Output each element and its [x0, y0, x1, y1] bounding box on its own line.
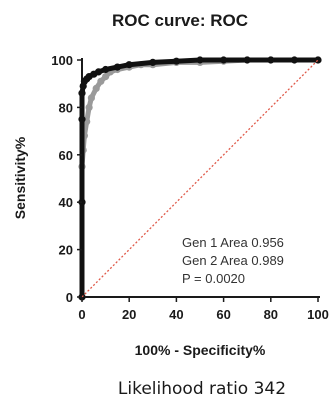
- x-tick-label: 40: [169, 307, 183, 322]
- data-point-gen-2: [220, 56, 228, 64]
- data-point-gen-1: [92, 84, 100, 92]
- data-point-gen-1: [85, 103, 93, 111]
- y-axis-label: Sensitivity%: [12, 136, 28, 219]
- y-tick-label: 100: [51, 53, 73, 68]
- y-tick-label: 40: [59, 195, 73, 210]
- data-point-gen-2: [267, 56, 275, 64]
- data-point-gen-1: [102, 73, 110, 81]
- chart-title: ROC curve: ROC: [112, 11, 248, 30]
- annotation-gen1-area: Gen 1 Area 0.956: [182, 235, 284, 250]
- plot-area: [78, 56, 322, 301]
- annotation-gen2-area: Gen 2 Area 0.989: [182, 253, 284, 268]
- data-point-gen-2: [172, 57, 180, 65]
- tick-labels: 0 20 40 60 80 100 0 20 40 60 80 100: [51, 53, 329, 322]
- data-point-gen-2: [149, 58, 157, 66]
- y-tick-label: 60: [59, 148, 73, 163]
- likelihood-ratio-caption: Likelihood ratio 342: [118, 379, 286, 399]
- x-tick-label: 80: [264, 307, 278, 322]
- x-tick-label: 100: [307, 307, 329, 322]
- data-point-gen-2: [196, 56, 204, 64]
- y-tick-label: 80: [59, 100, 73, 115]
- data-point-gen-2: [113, 63, 121, 71]
- x-tick-label: 60: [216, 307, 230, 322]
- annotation-p-value: P = 0.0020: [182, 271, 245, 286]
- data-point-gen-1: [87, 94, 95, 102]
- data-point-gen-2: [243, 56, 251, 64]
- y-tick-label: 20: [59, 243, 73, 258]
- data-point-gen-2: [290, 56, 298, 64]
- x-tick-label: 0: [78, 307, 85, 322]
- data-point-gen-2: [78, 115, 86, 123]
- data-point-gen-2: [102, 65, 110, 74]
- y-tick-label: 0: [66, 290, 73, 305]
- data-point-gen-2: [125, 61, 133, 69]
- x-tick-label: 20: [122, 307, 136, 322]
- x-axis-label: 100% - Specificity%: [135, 342, 266, 358]
- data-point-gen-2: [314, 56, 322, 64]
- data-point-gen-1: [97, 77, 105, 85]
- data-point-gen-2: [78, 89, 86, 97]
- data-point-gen-2: [94, 68, 103, 76]
